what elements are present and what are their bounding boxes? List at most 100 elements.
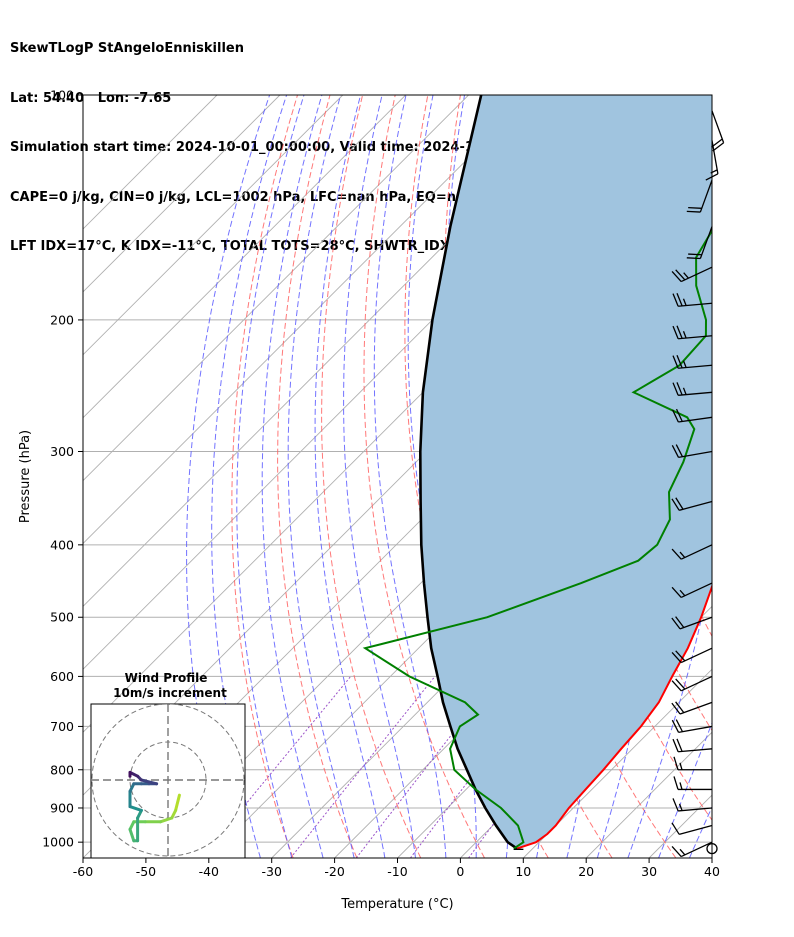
x-tick-label: 0 bbox=[456, 864, 464, 879]
moist-adiabat bbox=[343, 95, 416, 858]
barb-flag bbox=[672, 798, 679, 812]
barb-flag bbox=[675, 701, 685, 714]
barb-flag bbox=[675, 408, 683, 422]
inset-ring bbox=[91, 704, 245, 857]
x-tick-label: -60 bbox=[73, 864, 93, 879]
cin-cape-shading bbox=[420, 95, 712, 849]
isotherm-line bbox=[83, 95, 218, 230]
barb-staff bbox=[679, 701, 713, 715]
moist-adiabat bbox=[287, 95, 355, 858]
hodograph-segment bbox=[139, 778, 159, 786]
y-tick-label: 500 bbox=[50, 610, 74, 625]
y-tick-label: 100 bbox=[50, 88, 74, 103]
y-tick-label: 600 bbox=[50, 669, 74, 684]
wind-barb bbox=[671, 701, 713, 715]
moist-adiabat bbox=[261, 95, 324, 858]
wind-barb bbox=[671, 582, 713, 599]
x-tick-label: 30 bbox=[641, 864, 657, 879]
barb-half-flag bbox=[679, 762, 683, 770]
y-axis-label: Pressure (hPa) bbox=[18, 430, 33, 523]
dry-adiabat bbox=[231, 95, 298, 858]
barb-half-flag bbox=[679, 589, 686, 597]
wind-barb bbox=[671, 544, 713, 560]
calm-wind-circle bbox=[706, 842, 718, 855]
x-tick-label: -20 bbox=[324, 864, 344, 879]
barb-half-flag bbox=[682, 360, 687, 368]
barb-flag bbox=[675, 269, 686, 281]
barb-half-flag bbox=[679, 782, 683, 790]
wind-barb bbox=[673, 776, 712, 791]
barb-flag bbox=[673, 756, 679, 770]
isotherm-line bbox=[83, 95, 281, 293]
barb-flag bbox=[676, 293, 683, 307]
barb-flag bbox=[671, 271, 682, 282]
title-line-station: SkewTLogP StAngeloEnniskillen bbox=[10, 41, 244, 56]
barb-staff bbox=[711, 110, 725, 144]
barb-flag bbox=[671, 586, 682, 598]
wind-barb bbox=[672, 355, 713, 369]
x-tick-label: 40 bbox=[704, 864, 720, 879]
wind-barb bbox=[671, 444, 713, 459]
hodograph-segment bbox=[128, 827, 136, 843]
wind-barb bbox=[686, 226, 713, 260]
wind-barb bbox=[671, 841, 713, 858]
isotherm-line bbox=[711, 857, 712, 858]
barb-flag bbox=[673, 776, 679, 790]
moist-adiabat bbox=[236, 95, 305, 858]
hodograph-segment bbox=[174, 793, 181, 812]
barb-flag bbox=[671, 702, 681, 715]
barb-staff bbox=[678, 450, 713, 459]
wind-barbs bbox=[671, 110, 725, 858]
mixing-ratio-line bbox=[201, 676, 352, 858]
surface-marker: — bbox=[513, 843, 524, 856]
wind-barb bbox=[672, 382, 713, 396]
wind-barb bbox=[672, 293, 713, 307]
barb-flag bbox=[676, 738, 683, 752]
barb-flag bbox=[676, 325, 683, 339]
moist-adiabat bbox=[211, 95, 288, 858]
barb-staff bbox=[699, 226, 713, 259]
barb-flag bbox=[675, 650, 686, 662]
isotherm-line bbox=[83, 95, 407, 419]
barb-flag bbox=[688, 206, 702, 209]
barb-flag bbox=[671, 846, 682, 857]
x-axis-label: Temperature (°C) bbox=[340, 897, 453, 912]
axis-ticks: -60 -50 -40 -30 -20 -10 0 10 20 30 40 1000 900 800 700… bbox=[42, 88, 720, 880]
barb-flag bbox=[671, 719, 680, 733]
barb-flag bbox=[686, 257, 701, 260]
wind-barb bbox=[671, 675, 713, 692]
wind-barb bbox=[671, 266, 713, 283]
barb-staff bbox=[678, 725, 713, 733]
barb-half-flag bbox=[682, 330, 687, 339]
isotherm-line bbox=[83, 95, 344, 356]
isotherm-line bbox=[775, 95, 794, 858]
barb-staff bbox=[678, 364, 713, 369]
barb-flag bbox=[675, 616, 685, 628]
y-tick-label: 300 bbox=[50, 444, 74, 459]
wind-barb bbox=[671, 647, 713, 664]
barb-staff bbox=[680, 647, 713, 664]
barb-staff bbox=[678, 416, 713, 423]
barb-flag bbox=[672, 325, 679, 339]
barb-flag bbox=[671, 498, 680, 511]
barb-flag bbox=[672, 382, 679, 396]
barb-flag bbox=[675, 444, 684, 457]
wind-barb bbox=[706, 842, 718, 855]
barb-staff bbox=[678, 335, 713, 340]
inset-plot-area bbox=[91, 704, 245, 858]
title-line-latlon: Lat: 54.40 Lon: -7.65 bbox=[10, 90, 172, 106]
wind-barb bbox=[672, 738, 713, 753]
barb-flag bbox=[671, 652, 682, 663]
moist-adiabat bbox=[627, 95, 712, 858]
dry-adiabat bbox=[404, 95, 549, 858]
barb-staff bbox=[678, 748, 713, 753]
barb-flag bbox=[672, 293, 679, 307]
y-tick-label: 1000 bbox=[42, 835, 74, 850]
barb-staff bbox=[679, 616, 713, 630]
inset-title: Wind Profile bbox=[125, 671, 208, 685]
isotherm-line bbox=[522, 668, 712, 858]
moist-adiabat bbox=[373, 95, 447, 858]
moist-adiabat bbox=[720, 95, 794, 858]
barb-flag bbox=[712, 142, 725, 152]
